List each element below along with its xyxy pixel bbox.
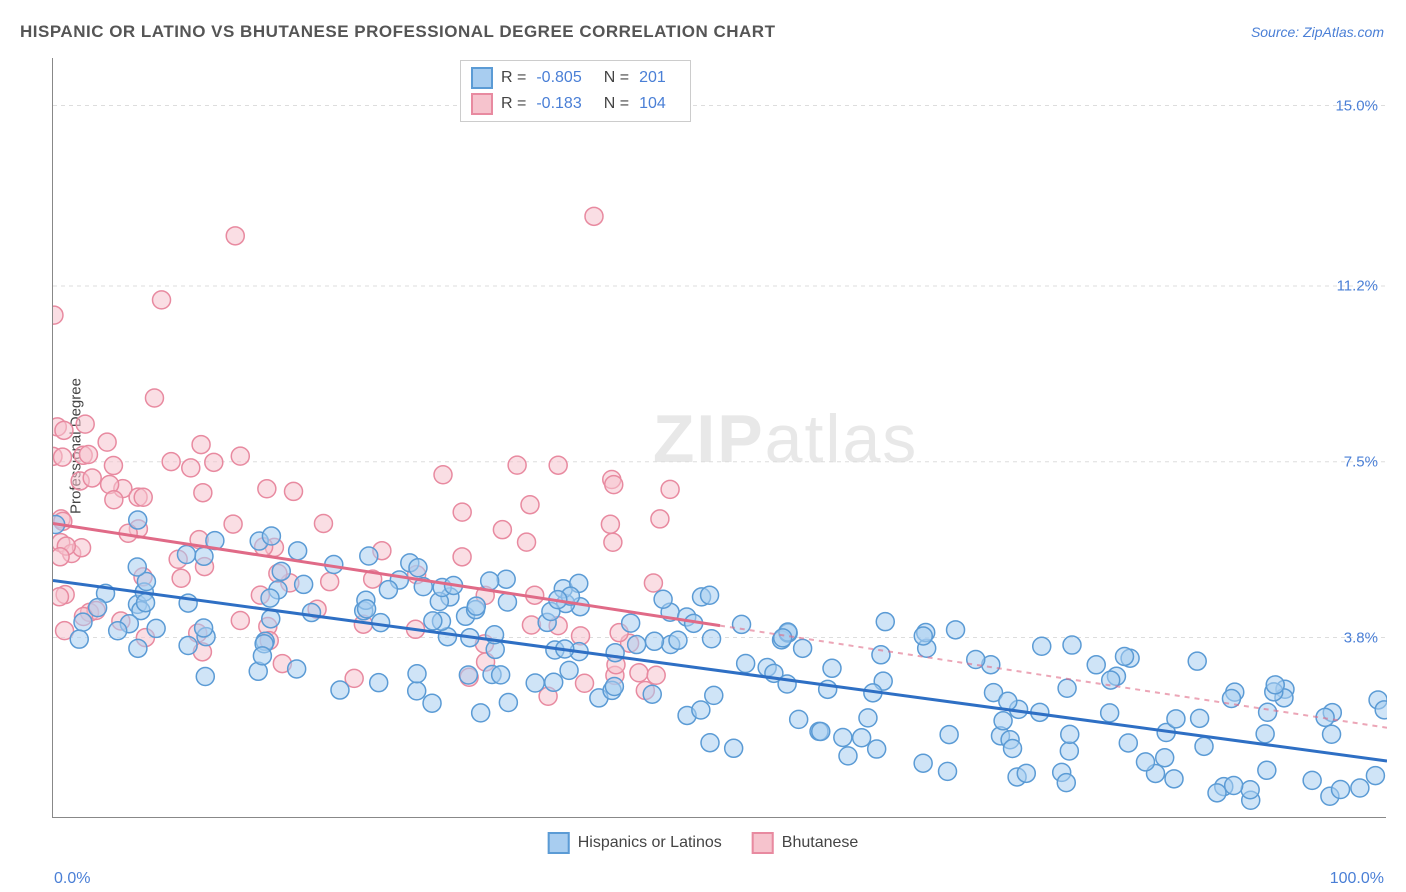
plot-area: ZIPatlas 3.8%7.5%11.2%15.0% bbox=[52, 58, 1386, 818]
correlation-legend: R = -0.805 N = 201 R = -0.183 N = 104 bbox=[460, 60, 691, 122]
legend-item-hispanic: Hispanics or Latinos bbox=[548, 832, 722, 854]
n-value-hispanic: 201 bbox=[639, 69, 666, 87]
swatch-hispanic bbox=[471, 67, 493, 89]
y-tick-label: 11.2% bbox=[1337, 278, 1378, 295]
legend-row-hispanic: R = -0.805 N = 201 bbox=[471, 65, 680, 91]
y-tick-label: 3.8% bbox=[1344, 629, 1378, 646]
r-label: R = bbox=[501, 95, 526, 113]
legend-label-bhutanese: Bhutanese bbox=[782, 834, 859, 852]
x-max-label: 100.0% bbox=[1330, 870, 1384, 888]
y-tick-label: 15.0% bbox=[1335, 97, 1378, 114]
legend-label-hispanic: Hispanics or Latinos bbox=[578, 834, 722, 852]
chart-title: HISPANIC OR LATINO VS BHUTANESE PROFESSI… bbox=[20, 22, 775, 42]
series-legend: Hispanics or Latinos Bhutanese bbox=[548, 832, 859, 854]
r-label: R = bbox=[501, 69, 526, 87]
scatter-chart-svg bbox=[53, 58, 1387, 818]
swatch-bhutanese bbox=[471, 93, 493, 115]
x-min-label: 0.0% bbox=[54, 870, 90, 888]
legend-item-bhutanese: Bhutanese bbox=[752, 832, 859, 854]
swatch-hispanic bbox=[548, 832, 570, 854]
r-value-hispanic: -0.805 bbox=[536, 69, 581, 87]
source-link[interactable]: Source: ZipAtlas.com bbox=[1251, 24, 1384, 40]
y-tick-label: 7.5% bbox=[1344, 453, 1378, 470]
swatch-bhutanese bbox=[752, 832, 774, 854]
n-label: N = bbox=[604, 95, 629, 113]
r-value-bhutanese: -0.183 bbox=[536, 95, 581, 113]
n-label: N = bbox=[604, 69, 629, 87]
n-value-bhutanese: 104 bbox=[639, 95, 666, 113]
legend-row-bhutanese: R = -0.183 N = 104 bbox=[471, 91, 680, 117]
